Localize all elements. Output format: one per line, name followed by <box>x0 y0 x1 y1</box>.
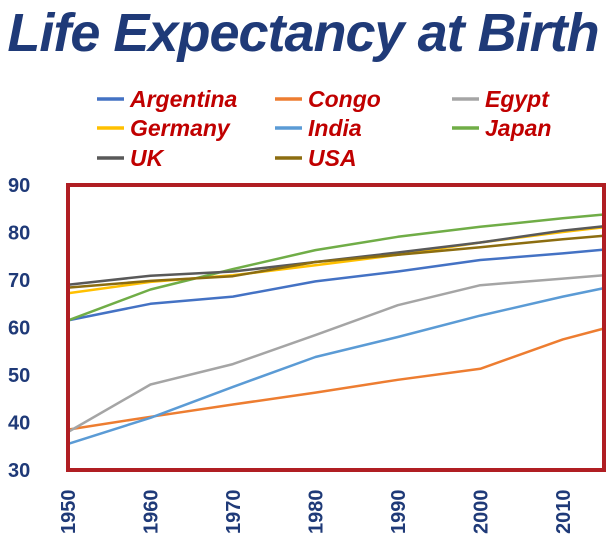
y-axis-ticks: 30 40 50 60 70 80 90 <box>8 175 30 482</box>
series-line-argentina <box>67 248 605 322</box>
legend-label-india: India <box>308 115 362 141</box>
legend-label-egypt: Egypt <box>485 86 550 112</box>
series-line-egypt <box>67 274 605 434</box>
x-tick-label-1970: 1970 <box>223 490 245 535</box>
legend-label-usa: USA <box>308 145 357 171</box>
series-line-japan <box>67 213 605 322</box>
y-tick-label-40: 40 <box>8 413 30 435</box>
series-lines <box>67 213 605 446</box>
x-tick-label-2010: 2010 <box>553 490 575 535</box>
x-tick-label-1980: 1980 <box>305 490 327 535</box>
x-tick-label-2000: 2000 <box>470 490 492 535</box>
series-line-india <box>67 286 605 446</box>
legend-label-argentina: Argentina <box>129 86 238 112</box>
plot-frame <box>66 183 606 472</box>
legend-label-japan: Japan <box>485 115 551 141</box>
y-tick-label-90: 90 <box>8 175 30 197</box>
x-tick-label-1990: 1990 <box>388 490 410 535</box>
x-tick-label-1960: 1960 <box>140 490 162 535</box>
legend-label-germany: Germany <box>130 115 231 141</box>
legend: Argentina Germany UK Congo India USA Egypt Japa… <box>97 86 551 171</box>
legend-label-uk: UK <box>130 145 165 171</box>
x-axis-ticks: 1950 1960 1970 1980 1990 2000 2010 <box>58 490 575 535</box>
legend-label-congo: Congo <box>308 86 381 112</box>
y-tick-label-70: 70 <box>8 270 30 292</box>
y-tick-label-50: 50 <box>8 365 30 387</box>
series-line-usa <box>67 234 605 289</box>
y-tick-label-60: 60 <box>8 318 30 340</box>
chart-title: Life Expectancy at Birth <box>7 3 599 63</box>
series-line-congo <box>67 327 605 431</box>
y-tick-label-80: 80 <box>8 223 30 245</box>
y-tick-label-30: 30 <box>8 460 30 482</box>
x-tick-label-1950: 1950 <box>58 490 80 535</box>
